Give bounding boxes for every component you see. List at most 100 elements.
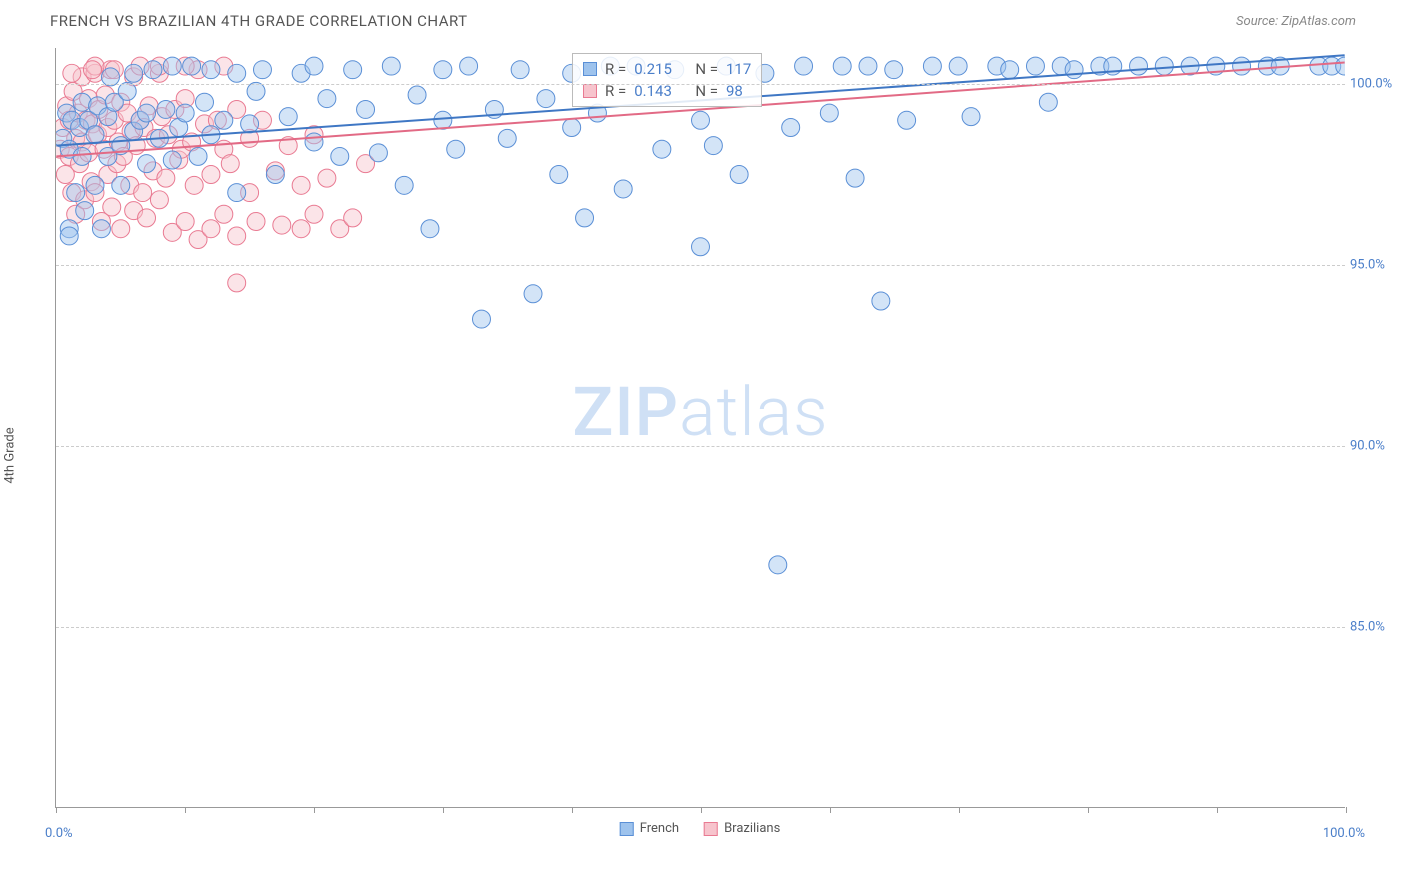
legend: French Brazilians xyxy=(620,821,781,836)
scatter-point xyxy=(176,212,194,230)
scatter-point xyxy=(131,111,149,129)
scatter-point xyxy=(131,57,149,75)
scatter-point xyxy=(147,129,165,147)
scatter-point xyxy=(176,57,194,75)
scatter-point xyxy=(80,111,98,129)
scatter-point xyxy=(163,57,181,75)
scatter-point xyxy=(101,61,119,79)
scatter-point xyxy=(704,137,722,155)
legend-label: Brazilians xyxy=(724,821,780,836)
scatter-point xyxy=(241,129,259,147)
legend-label: French xyxy=(640,821,679,836)
scatter-point xyxy=(83,115,101,133)
scatter-point xyxy=(872,292,890,310)
scatter-point xyxy=(60,220,78,238)
scatter-point xyxy=(357,155,375,173)
scatter-point xyxy=(189,231,207,249)
scatter-point xyxy=(846,169,864,187)
scatter-point xyxy=(305,126,323,144)
scatter-point xyxy=(122,122,140,140)
scatter-point xyxy=(170,119,188,137)
scatter-point xyxy=(292,64,310,82)
scatter-point xyxy=(1155,57,1173,75)
scatter-point xyxy=(56,129,72,147)
scatter-point xyxy=(73,147,91,165)
scatter-point xyxy=(125,202,143,220)
scatter-point xyxy=(885,61,903,79)
scatter-point xyxy=(127,137,145,155)
x-tick xyxy=(830,807,831,813)
scatter-point xyxy=(949,57,967,75)
watermark-atlas: atlas xyxy=(679,372,829,452)
scatter-svg xyxy=(56,48,1345,807)
x-tick xyxy=(443,807,444,813)
chart-title: FRENCH VS BRAZILIAN 4TH GRADE CORRELATIO… xyxy=(50,12,468,30)
scatter-point xyxy=(103,198,121,216)
scatter-point xyxy=(99,119,117,137)
scatter-point xyxy=(266,166,284,184)
scatter-point xyxy=(1065,61,1083,79)
scatter-point xyxy=(86,176,104,194)
scatter-point xyxy=(292,176,310,194)
scatter-point xyxy=(692,238,710,256)
scatter-point xyxy=(795,57,813,75)
scatter-point xyxy=(473,310,491,328)
legend-item: Brazilians xyxy=(704,821,780,836)
gridline xyxy=(56,627,1345,628)
x-tick xyxy=(1088,807,1089,813)
scatter-point xyxy=(56,119,72,137)
scatter-point xyxy=(331,220,349,238)
legend-swatch xyxy=(704,822,718,836)
scatter-point xyxy=(331,147,349,165)
scatter-point xyxy=(138,155,156,173)
scatter-point xyxy=(138,104,156,122)
scatter-point xyxy=(369,144,387,162)
scatter-point xyxy=(1258,57,1276,75)
x-tick xyxy=(959,807,960,813)
scatter-point xyxy=(183,57,201,75)
scatter-point xyxy=(524,285,542,303)
series-swatch xyxy=(583,84,597,98)
scatter-point xyxy=(221,155,239,173)
y-tick-label: 85.0% xyxy=(1350,620,1400,635)
scatter-point xyxy=(202,126,220,144)
scatter-point xyxy=(614,180,632,198)
scatter-point xyxy=(1039,93,1057,111)
scatter-point xyxy=(60,140,78,158)
x-axis-min-label: 0.0% xyxy=(45,826,73,841)
scatter-point xyxy=(279,137,297,155)
scatter-point xyxy=(138,209,156,227)
scatter-point xyxy=(318,169,336,187)
r-value: 0.215 xyxy=(634,60,672,78)
scatter-point xyxy=(76,202,94,220)
scatter-point xyxy=(163,151,181,169)
x-tick xyxy=(314,807,315,813)
scatter-point xyxy=(56,166,74,184)
scatter-point xyxy=(105,61,123,79)
scatter-point xyxy=(166,100,184,118)
scatter-point xyxy=(241,115,259,133)
scatter-point xyxy=(108,155,126,173)
scatter-point xyxy=(183,133,201,151)
scatter-point xyxy=(202,166,220,184)
scatter-point xyxy=(202,61,220,79)
scatter-point xyxy=(395,176,413,194)
scatter-point xyxy=(176,90,194,108)
scatter-point xyxy=(121,176,139,194)
scatter-point xyxy=(196,115,214,133)
scatter-point xyxy=(820,104,838,122)
scatter-point xyxy=(228,100,246,118)
scatter-point xyxy=(1001,61,1019,79)
scatter-point xyxy=(63,64,81,82)
plot-area: ZIPatlas R =0.215 N =117R =0.143 N =98 8… xyxy=(55,48,1345,808)
series-swatch xyxy=(583,62,597,76)
scatter-point xyxy=(189,61,207,79)
n-label: N = xyxy=(695,60,718,78)
scatter-point xyxy=(305,57,323,75)
scatter-point xyxy=(318,90,336,108)
scatter-point xyxy=(447,140,465,158)
scatter-point xyxy=(150,129,168,147)
scatter-point xyxy=(58,104,76,122)
x-tick xyxy=(56,807,57,813)
scatter-point xyxy=(157,100,175,118)
